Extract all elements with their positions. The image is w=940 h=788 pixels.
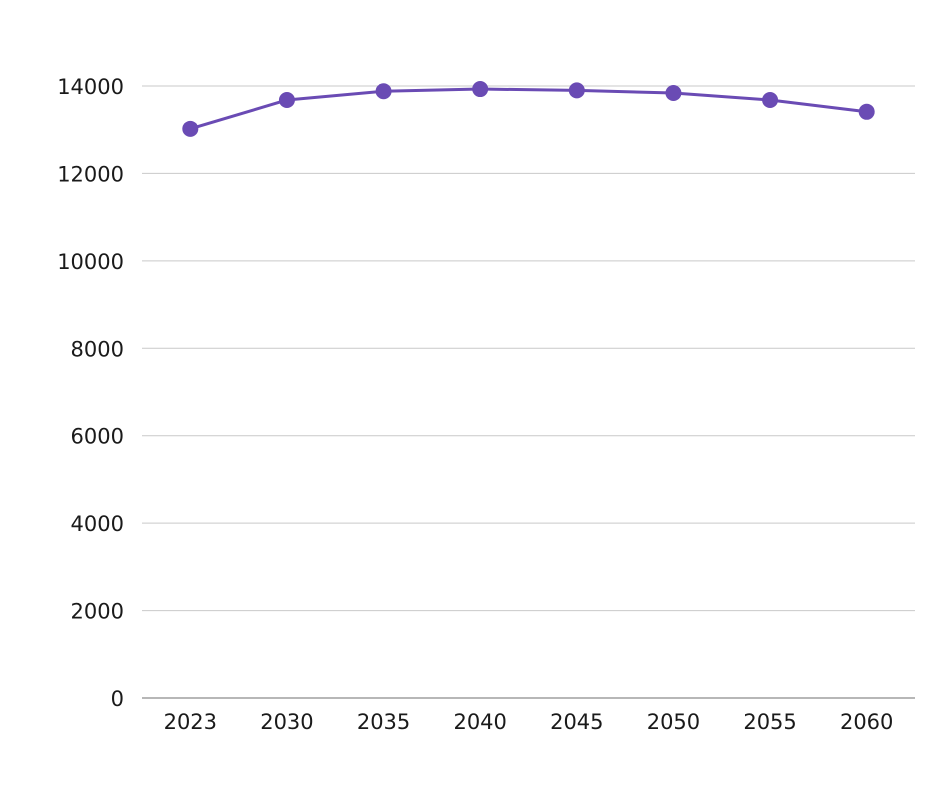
y-tick-label: 14000	[57, 75, 124, 99]
y-tick-label: 4000	[71, 512, 124, 536]
y-tick-label: 0	[111, 687, 124, 711]
x-tick-label: 2055	[743, 710, 796, 734]
series-line-0	[188, 87, 869, 131]
data-point-2023	[182, 120, 199, 137]
data-point-2035	[375, 83, 392, 100]
y-tick-label: 6000	[71, 425, 124, 449]
data-point-2050	[665, 84, 682, 101]
y-tick-label: 12000	[57, 162, 124, 186]
x-tick-label: 2035	[357, 710, 410, 734]
y-tick-label: 2000	[71, 600, 124, 624]
data-point-2055	[762, 91, 779, 108]
x-tick-label: 2045	[550, 710, 603, 734]
data-point-2060	[858, 103, 875, 120]
y-axis-tick-labels: 0 2000 4000 6000 8000 10000 12000 14000	[57, 75, 124, 711]
x-tick-label: 2050	[647, 710, 700, 734]
x-tick-label: 2040	[453, 710, 506, 734]
y-tick-label: 8000	[71, 337, 124, 361]
data-point-2040	[472, 81, 489, 98]
y-tick-label: 10000	[57, 250, 124, 274]
x-tick-label: 2060	[840, 710, 893, 734]
data-point-2045	[568, 82, 585, 99]
series-layer	[182, 81, 875, 137]
data-point-2030	[278, 91, 295, 108]
x-tick-label: 2023	[164, 710, 217, 734]
gridlines	[142, 85, 915, 612]
x-axis-tick-labels: 2023 2030 2035 2040 2045 2050 2055 2060	[164, 710, 894, 734]
x-tick-label: 2030	[260, 710, 313, 734]
